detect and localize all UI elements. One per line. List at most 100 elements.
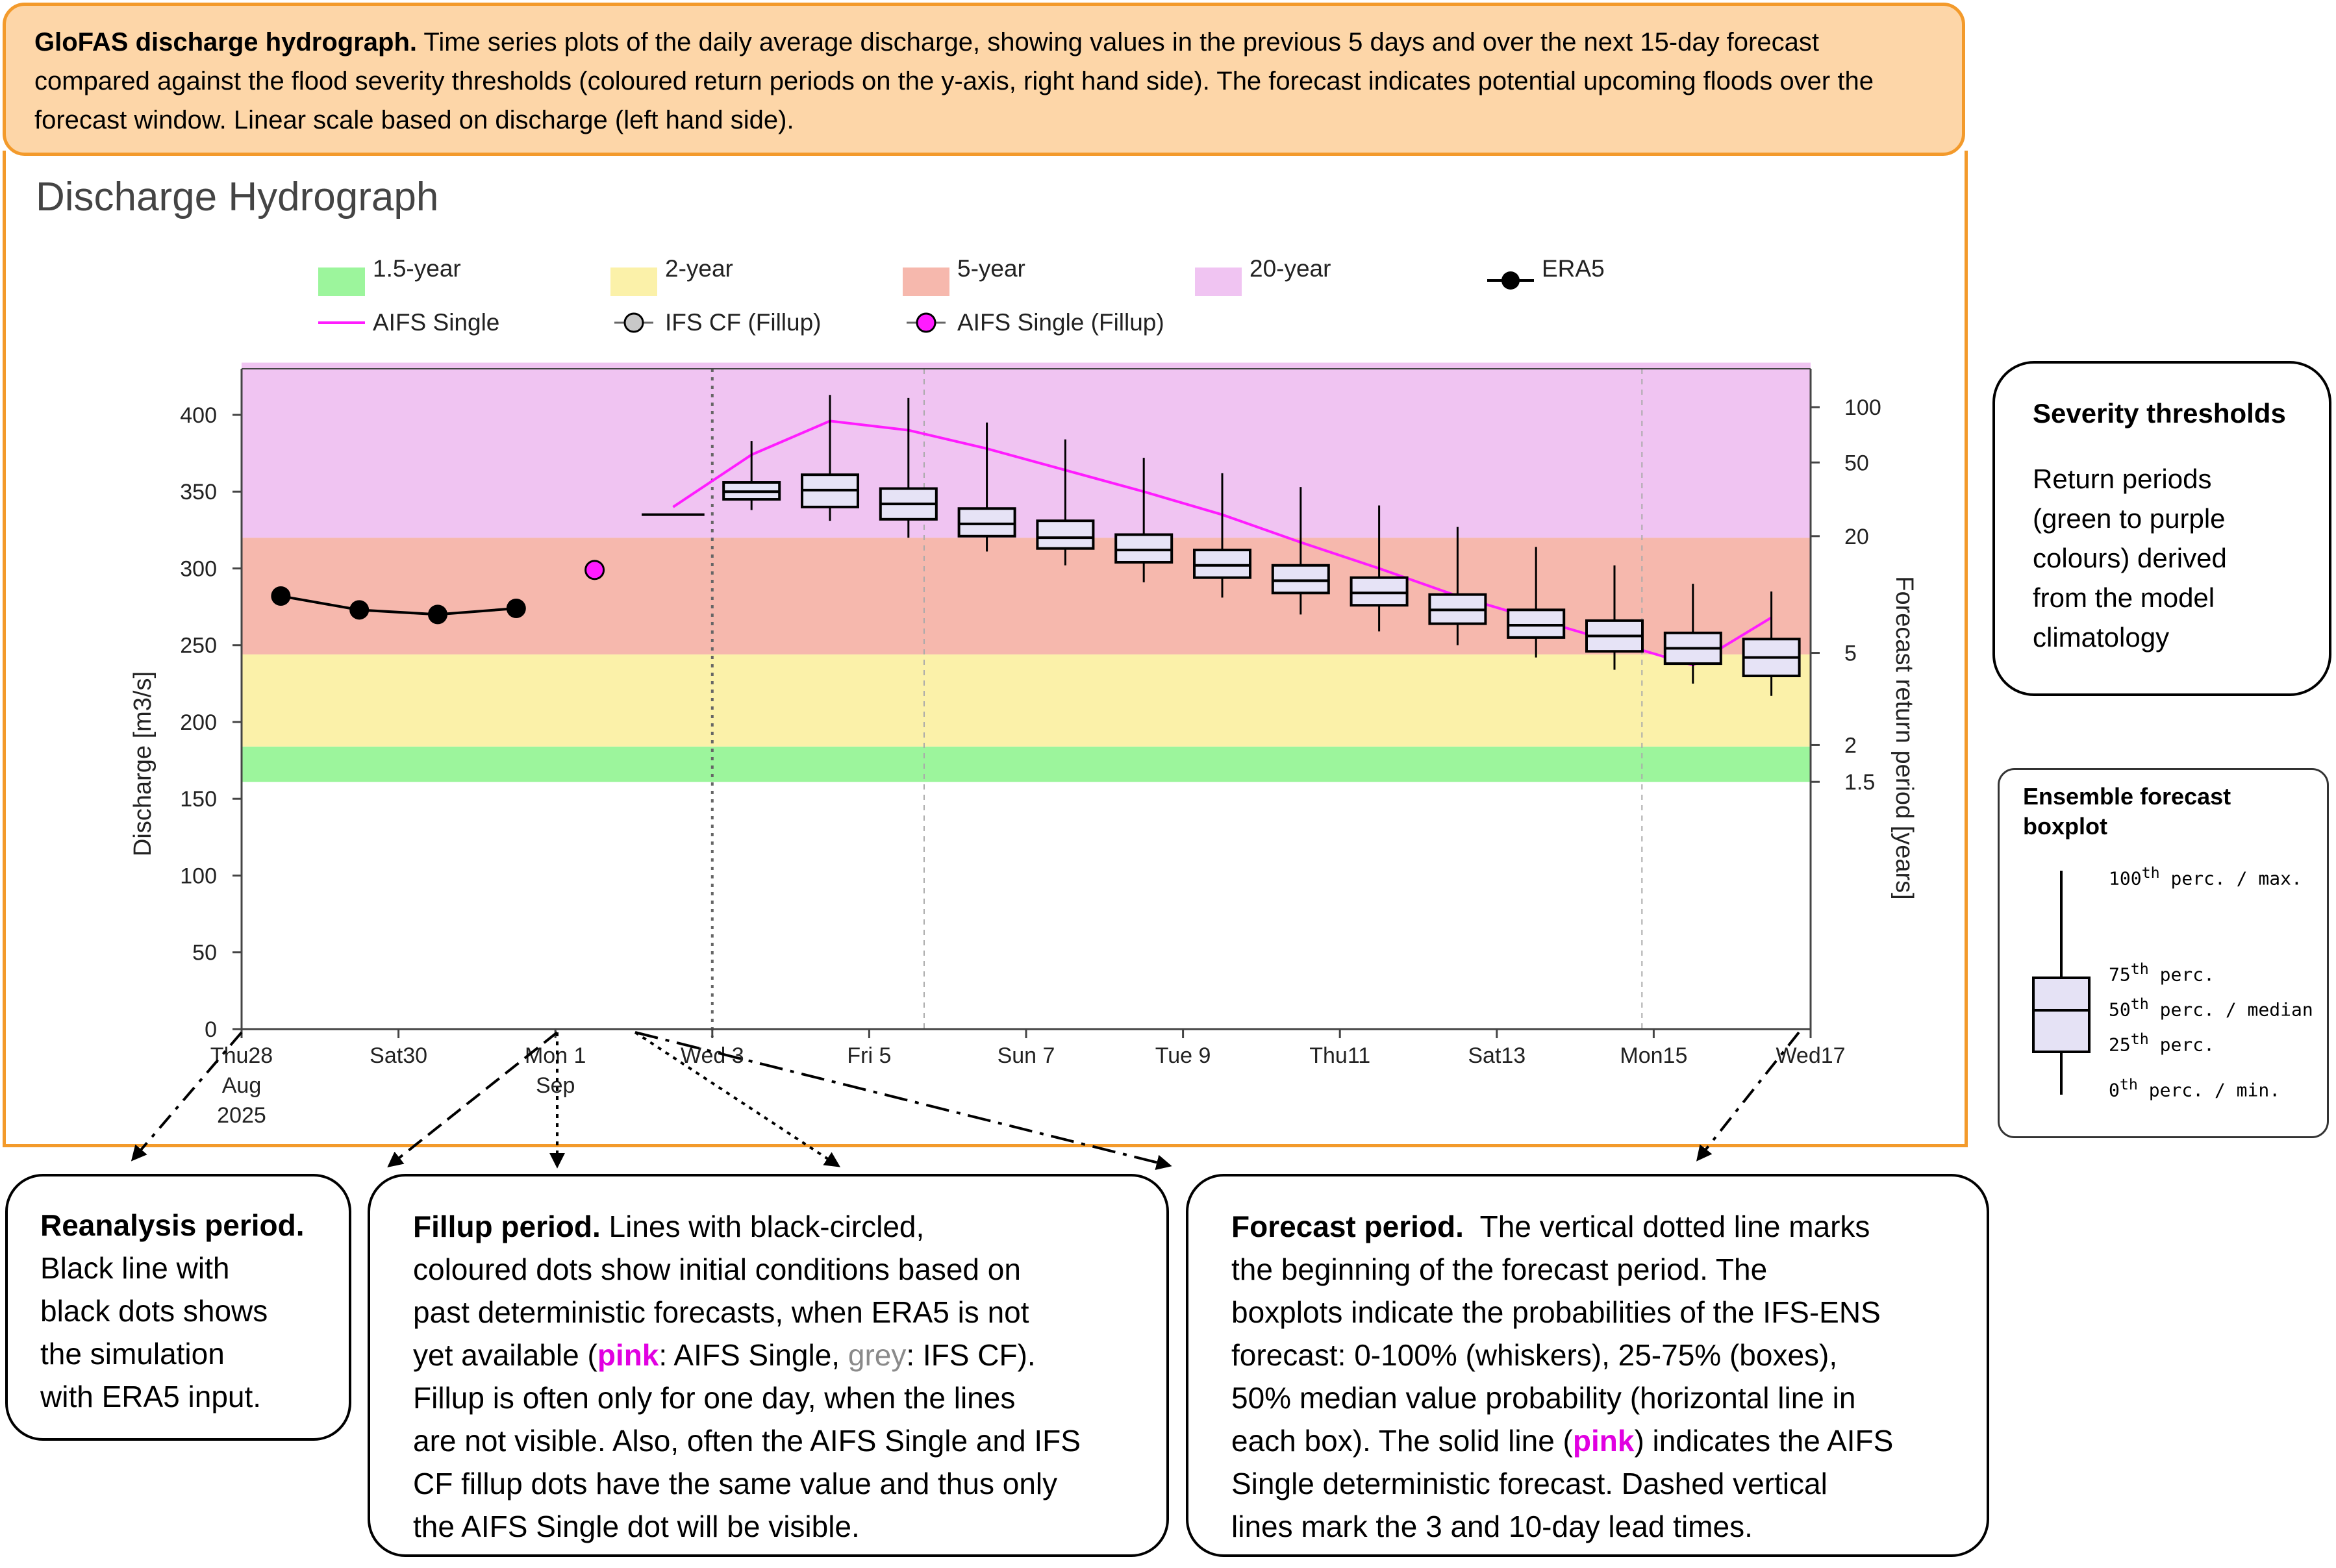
fillup-title: Fillup period. [413, 1210, 601, 1243]
caption-header: GloFAS discharge hydrograph. Time series… [3, 3, 1965, 156]
y-tick-label: 300 [180, 556, 217, 581]
boxplot-legend-title: Ensemble forecast [2023, 783, 2231, 810]
boxplot-box [1271, 564, 1330, 595]
y2-tick-label: 1.5 [1844, 770, 1875, 795]
y-tick-label: 350 [180, 480, 217, 504]
reanalysis-line: black dots shows [40, 1294, 268, 1328]
aifs-fillup-point [584, 560, 605, 580]
x-tick-label: Mon15 [1620, 1043, 1687, 1068]
boxplot-legend: Ensemble forecast boxplot 100th perc. / … [1998, 768, 2329, 1138]
boxplot-box [957, 507, 1016, 538]
fillup-line: are not visible. Also, often the AIFS Si… [413, 1424, 1081, 1458]
legend-label: 20-year [1250, 255, 1331, 282]
threshold-bands [242, 362, 1811, 782]
boxplots [722, 395, 1801, 696]
forecast-line: forecast: 0-100% (whiskers), 25-75% (box… [1231, 1338, 1838, 1372]
boxplot-label-min: 0th perc. / min. [2109, 1075, 2281, 1101]
y-tick-label: 400 [180, 403, 217, 428]
threshold-band [242, 538, 1811, 654]
callout-arrows [131, 1031, 1800, 1170]
boxplot-box [1114, 533, 1174, 564]
legend-swatch [903, 268, 949, 296]
boxplot-label-max: 100th perc. / max. [2109, 864, 2302, 890]
legend-marker [916, 312, 936, 333]
boxplot-box [1193, 549, 1251, 579]
forecast-line: each box). The solid line (pink) indicat… [1231, 1424, 1894, 1458]
era5-point [506, 598, 526, 618]
era5-line [281, 595, 516, 616]
era5-point [271, 586, 291, 606]
fillup-line: yet available (pink: AIFS Single, grey: … [413, 1338, 1036, 1372]
forecast-title: Forecast period. [1231, 1210, 1464, 1243]
x-tick-label: Fri 5 [847, 1043, 891, 1068]
legend-label: 1.5-year [373, 255, 461, 282]
callout-arrow [634, 1031, 1172, 1170]
legend-label: ERA5 [1542, 255, 1605, 282]
y-tick-label: 0 [205, 1017, 217, 1042]
x-tick-label: Mon 1 [525, 1043, 586, 1068]
boxplot-box [1036, 519, 1095, 550]
severity-line: Return periods [2033, 464, 2212, 494]
legend-label: 5-year [957, 255, 1025, 282]
caption-title: GloFAS discharge hydrograph. [34, 28, 417, 56]
fillup-callout: Fillup period. Lines with black-circled,… [368, 1174, 1169, 1557]
fillup-line: Lines with black-circled, [600, 1210, 925, 1243]
reanalysis-line: Black line with [40, 1251, 230, 1285]
fillup-line: Fillup is often only for one day, when t… [413, 1381, 1016, 1415]
boxplot-label-50: 50th perc. / median [2109, 995, 2313, 1021]
boxplot-label-75: 75th perc. [2109, 960, 2215, 986]
x-tick-label: Sep [536, 1073, 575, 1098]
legend-label: AIFS Single [373, 309, 499, 336]
severity-callout: Severity thresholds Return periods (gree… [1992, 361, 2331, 696]
reanalysis-title: Reanalysis period. [40, 1208, 305, 1242]
x-tick-label: Sat13 [1468, 1043, 1526, 1068]
x-tick-label: Sun 7 [998, 1043, 1055, 1068]
forecast-callout: Forecast period. The vertical dotted lin… [1186, 1174, 1989, 1557]
y2-tick-label: 50 [1844, 451, 1869, 475]
fillup-line: coloured dots show initial conditions ba… [413, 1252, 1021, 1286]
forecast-line: the beginning of the forecast period. Th… [1231, 1252, 1768, 1286]
legend-label: 2-year [665, 255, 733, 282]
forecast-line: The vertical dotted line marks [1463, 1210, 1870, 1243]
reanalysis-line: with ERA5 input. [40, 1380, 262, 1413]
x-tick-label: Wed17 [1776, 1043, 1845, 1068]
severity-line: climatology [2033, 622, 2170, 653]
y2-tick-label: 20 [1844, 525, 1869, 549]
reanalysis-callout: Reanalysis period. Black line with black… [5, 1174, 351, 1441]
chart-frame [3, 151, 1968, 1147]
callout-arrow [634, 1031, 841, 1167]
y-axis-label: Discharge [m3/s] [129, 671, 157, 856]
x-tick-label: Thu11 [1309, 1043, 1370, 1068]
x-tick-label: Sat30 [370, 1043, 427, 1068]
forecast-line: Single deterministic forecast. Dashed ve… [1231, 1467, 1827, 1500]
era5-point [349, 600, 370, 620]
boxplot-label-25: 25th perc. [2109, 1030, 2215, 1056]
threshold-band [242, 362, 1811, 538]
severity-line: colours) derived [2033, 543, 2227, 573]
forecast-line: lines mark the 3 and 10-day lead times. [1231, 1510, 1753, 1543]
severity-title: Severity thresholds [2033, 398, 2286, 429]
callout-arrow [1696, 1031, 1800, 1162]
y-tick-label: 150 [180, 787, 217, 812]
legend-label: IFS CF (Fillup) [665, 309, 822, 336]
era5-point [428, 604, 447, 625]
severity-line: from the model [2033, 582, 2215, 613]
chart-legend: 1.5-year 2-year 5-year 20-year ERA5 AIFS Sing… [318, 255, 1605, 336]
y2-axis-label: Forecast return period [years] [1890, 576, 1918, 899]
y-tick-label: 250 [180, 634, 217, 658]
forecast-line: boxplots indicate the probabilities of t… [1231, 1295, 1881, 1329]
legend-swatch [1195, 268, 1242, 296]
chart-title: Discharge Hydrograph [36, 175, 439, 219]
boxplot-legend-title: boxplot [2023, 813, 2107, 840]
y2-tick-label: 5 [1844, 641, 1857, 666]
x-tick-label: Tue 9 [1155, 1043, 1211, 1068]
threshold-band [242, 654, 1811, 747]
fillup-line: CF fillup dots have the same value and t… [413, 1467, 1058, 1500]
x-tick-label: 2025 [217, 1103, 266, 1128]
legend-swatch [318, 268, 365, 296]
reanalysis-line: the simulation [40, 1337, 225, 1371]
callout-arrow [387, 1031, 559, 1167]
y-tick-label: 100 [180, 864, 217, 888]
boxplot-legend-glyph [2032, 871, 2091, 1095]
